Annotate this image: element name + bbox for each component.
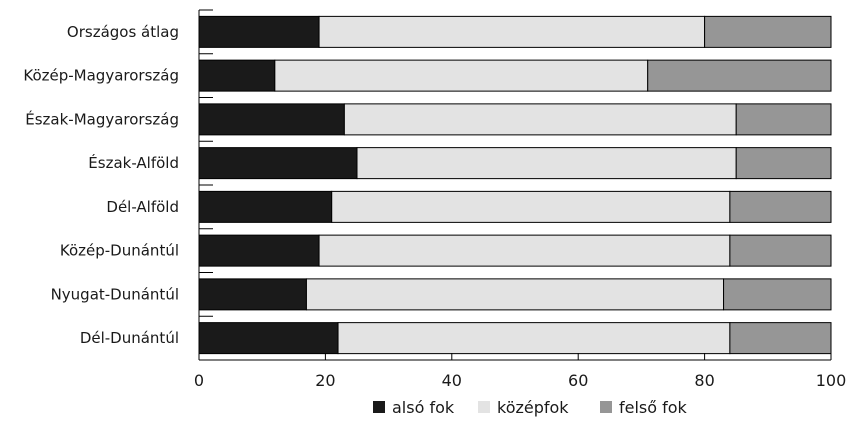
bar-segment (357, 148, 736, 179)
bar-segment (705, 16, 831, 47)
bar-segment (332, 191, 730, 222)
category-label: Nyugat-Dunántúl (51, 285, 179, 303)
bar-segment (199, 191, 332, 222)
category-label: Közép-Dunántúl (60, 242, 179, 260)
category-label: Dél-Dunántúl (80, 329, 179, 347)
x-tick-label: 20 (315, 371, 335, 390)
bar-segment (724, 279, 831, 310)
bar-segment (648, 60, 831, 91)
bar-segment (199, 279, 306, 310)
x-tick-label: 40 (442, 371, 462, 390)
bar-segment (730, 323, 831, 354)
category-label: Dél-Alföld (106, 198, 179, 216)
x-tick-label: 60 (568, 371, 588, 390)
legend-swatch (373, 401, 385, 413)
bar-segment (319, 235, 730, 266)
bar-segment (730, 235, 831, 266)
category-label: Közép-Magyarország (23, 67, 179, 85)
bars-group (199, 16, 831, 353)
legend-label: felső fok (619, 398, 688, 417)
bar-segment (199, 104, 344, 135)
bar-segment (199, 323, 338, 354)
bar-segment (306, 279, 723, 310)
bar-segment (275, 60, 648, 91)
bar-segment (199, 16, 319, 47)
legend-label: középfok (497, 398, 569, 417)
category-labels: Országos átlag Közép-Magyarország Észak-Ma… (23, 23, 179, 347)
category-label: Észak-Alföld (88, 153, 179, 172)
bar-segment (344, 104, 736, 135)
bar-segment (199, 235, 319, 266)
bar-segment (338, 323, 730, 354)
bar-segment (730, 191, 831, 222)
legend-swatch (600, 401, 612, 413)
x-tick-label: 0 (194, 371, 204, 390)
category-label: Észak-Magyarország (25, 109, 179, 128)
legend-label: alsó fok (392, 398, 455, 417)
legend: alsó fok középfok felső fok (373, 398, 688, 417)
x-tick-label: 100 (816, 371, 847, 390)
category-label: Országos átlag (67, 23, 179, 41)
legend-swatch (478, 401, 490, 413)
x-tick-labels: 0 20 40 60 80 100 (194, 371, 846, 390)
bar-segment (319, 16, 705, 47)
bar-segment (199, 148, 357, 179)
bar-segment (736, 148, 831, 179)
bar-segment (199, 60, 275, 91)
x-tick-label: 80 (694, 371, 714, 390)
bar-segment (736, 104, 831, 135)
